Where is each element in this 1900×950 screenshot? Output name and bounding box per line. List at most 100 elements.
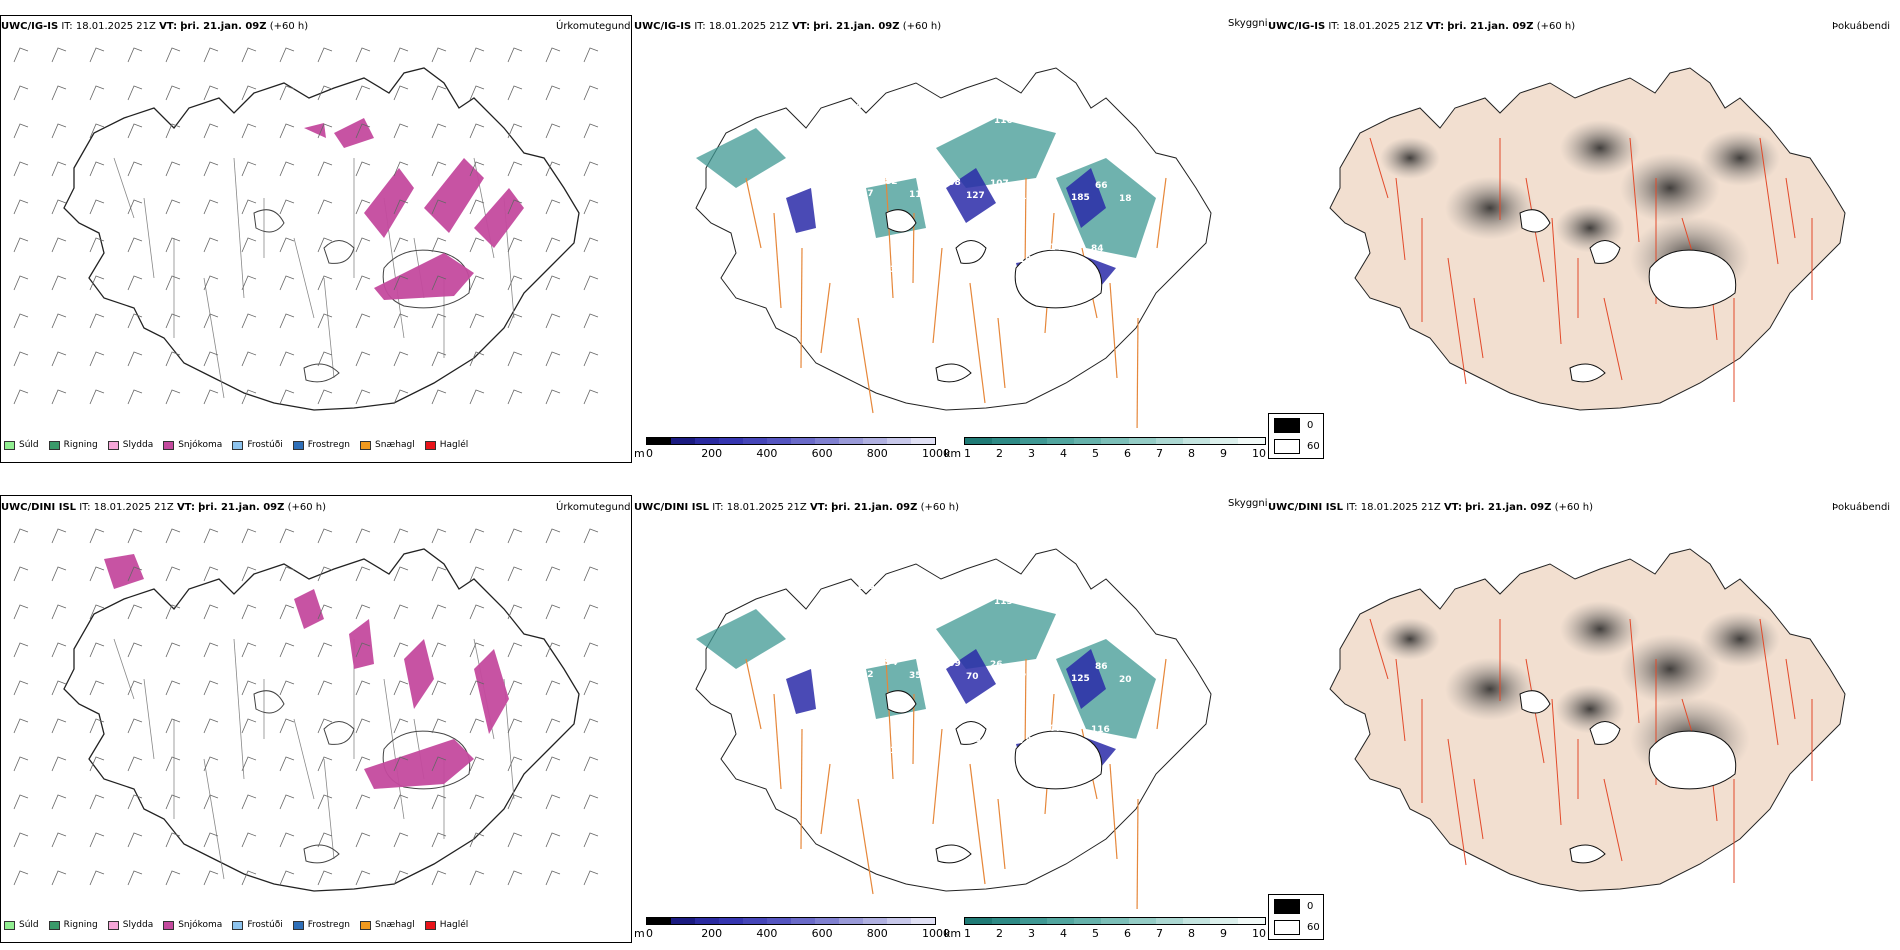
wind-barb xyxy=(431,718,447,734)
fog-legend: 0 60 xyxy=(1268,413,1324,459)
wind-barb xyxy=(241,870,257,886)
colorbar-tick: 1 xyxy=(964,447,971,460)
wind-barb xyxy=(431,313,447,329)
wind-barb xyxy=(469,604,485,620)
wind-barb xyxy=(13,870,29,886)
wind-barb xyxy=(507,604,523,620)
wind-barb xyxy=(355,528,371,544)
legend-item: Súld xyxy=(4,920,39,930)
wind-barb xyxy=(469,794,485,810)
wind-barb xyxy=(203,47,219,63)
wind-barb xyxy=(165,528,181,544)
it-value: 18.01.2025 21Z xyxy=(1342,21,1423,32)
colorbar-strip xyxy=(964,917,1266,925)
panel-header-row2-b: UWC/DINI ISL IT: 18.01.2025 21Z VT: þri.… xyxy=(634,502,959,513)
wind-barb xyxy=(583,870,599,886)
iceland-outline xyxy=(63,67,580,411)
it-label: IT: xyxy=(694,21,706,32)
wind-barb xyxy=(469,85,485,101)
wind-barb xyxy=(393,566,409,582)
visibility-value-label: 110 xyxy=(890,746,909,756)
glacier-outline xyxy=(955,721,987,745)
road-line xyxy=(1369,618,1389,680)
wind-barb xyxy=(203,313,219,329)
visibility-value-label: 160 xyxy=(889,595,908,605)
wind-barb xyxy=(165,351,181,367)
visibility-map: 105 160 178 113 109 115 118 152 128 100 101 92 94 350… xyxy=(695,548,1212,909)
wind-barb xyxy=(279,313,295,329)
wind-barb xyxy=(507,47,523,63)
wind-barb xyxy=(203,351,219,367)
wind-barb xyxy=(127,313,143,329)
colorbar-tick: 600 xyxy=(811,927,833,940)
wind-barb xyxy=(51,47,67,63)
wind-barb xyxy=(13,718,29,734)
legend-swatch xyxy=(360,920,372,930)
wind-barb xyxy=(431,47,447,63)
legend-swatch xyxy=(424,440,436,450)
legend-item: Haglél xyxy=(424,440,468,450)
road-line xyxy=(1024,658,1027,755)
legend-item: Frostúði xyxy=(232,440,283,450)
it-value: 18.01.2025 21Z xyxy=(726,502,807,513)
wind-barb xyxy=(431,199,447,215)
road-line xyxy=(1785,658,1796,720)
wind-barb xyxy=(507,275,523,291)
snowfall-area xyxy=(304,123,326,138)
visibility-value-label: 86 xyxy=(1095,662,1108,672)
wind-barb xyxy=(241,237,257,253)
road-line xyxy=(932,247,943,344)
colorbar-tick: 5 xyxy=(1092,447,1099,460)
wind-barb xyxy=(583,566,599,582)
fog-shading xyxy=(1380,618,1440,660)
wind-barb xyxy=(165,389,181,405)
fog-legend-label: 60 xyxy=(1307,922,1320,933)
legend-swatch xyxy=(232,440,244,450)
wind-barb xyxy=(203,756,219,772)
wind-barb xyxy=(393,718,409,734)
wind-barb xyxy=(165,832,181,848)
precip-type-panel-row2 xyxy=(0,495,632,943)
legend-label: Frostúði xyxy=(247,920,283,930)
wind-barb xyxy=(583,237,599,253)
wind-barb xyxy=(317,275,333,291)
colorbar-segment xyxy=(992,438,1020,444)
wind-barb xyxy=(89,870,105,886)
wind-barb xyxy=(469,642,485,658)
wind-barb xyxy=(507,199,523,215)
wind-barb xyxy=(203,528,219,544)
road-line xyxy=(323,277,335,379)
colorbar-tick: 8 xyxy=(1188,927,1195,940)
legend-swatch xyxy=(4,440,15,450)
visibility-value-label: 117 xyxy=(909,190,928,200)
colorbar-unit: km xyxy=(944,447,962,460)
wind-barb xyxy=(51,389,67,405)
wind-barb xyxy=(583,161,599,177)
road-line xyxy=(885,177,894,299)
legend-label: Snæhagl xyxy=(375,440,415,450)
colorbar-segment xyxy=(839,918,863,924)
visibility-value-label: 101 xyxy=(1123,587,1142,597)
wind-barb xyxy=(545,351,561,367)
road-line xyxy=(1156,177,1167,249)
wind-barb xyxy=(51,351,67,367)
road-line xyxy=(1759,137,1779,265)
glacier-outline xyxy=(1014,730,1103,790)
wind-barb xyxy=(469,756,485,772)
legend-item: Snæhagl xyxy=(360,440,415,450)
visibility-value-label: 26 xyxy=(990,660,1003,670)
visibility-value-label: 81 xyxy=(1018,104,1031,114)
wind-barb xyxy=(469,123,485,139)
legend-item: Frostúði xyxy=(232,920,283,930)
colorbar-segment xyxy=(671,438,695,444)
it-label: IT: xyxy=(1328,21,1340,32)
wind-barb xyxy=(89,642,105,658)
wind-barb xyxy=(13,528,29,544)
wind-barb xyxy=(165,123,181,139)
glacier-outline xyxy=(935,844,972,864)
wind-barb xyxy=(13,680,29,696)
visibility-value-label: 204 xyxy=(961,103,980,113)
wind-barb xyxy=(51,123,67,139)
wind-barb xyxy=(89,237,105,253)
wind-barb xyxy=(469,351,485,367)
